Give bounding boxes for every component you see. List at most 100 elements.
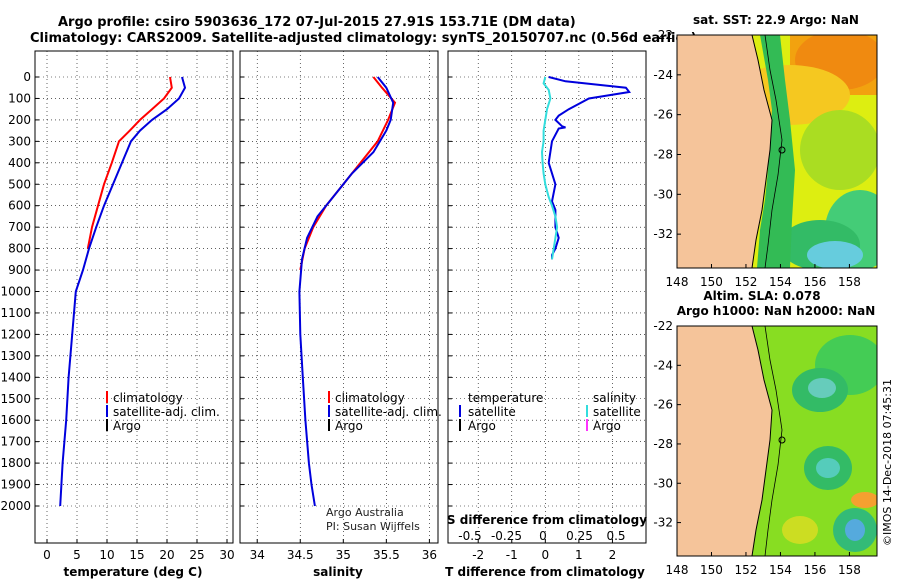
salinity-legend-argo: Argo: [335, 419, 363, 433]
sst-map-ticks: 148 150 152 154 156 158 -22 -24 -26 -28 -30 -32: [653, 28, 860, 289]
imos-stamp: ©IMOS 14-Dec-2018 07:45:31: [881, 379, 894, 546]
x-tick-label: 20: [159, 548, 174, 562]
sla-shelf-contour: [764, 326, 783, 556]
salinity-grid: [240, 51, 438, 543]
legend-argo: Argo: [113, 419, 141, 433]
sst-cool-patch: [800, 110, 877, 190]
map-lon-label: 152: [735, 563, 758, 577]
map-lat-label: -22: [653, 319, 673, 333]
map-lat-label: -28: [653, 437, 673, 451]
x-tick-label: 30: [219, 548, 234, 562]
x-tick-label: -1: [506, 548, 518, 562]
x-tick-label: 5: [73, 548, 81, 562]
map-lon-label: 148: [666, 563, 689, 577]
difference-x2label: S difference from climatology: [447, 513, 647, 527]
depth-tick-label: 200: [8, 113, 31, 127]
series-line-satellite-adj-clim-: [59, 76, 187, 507]
x-tick-label: 10: [99, 548, 114, 562]
x-tick-label: 0: [542, 548, 550, 562]
s-diff-tick-label: -0.5: [458, 529, 481, 543]
map-lon-label: 150: [700, 563, 723, 577]
sla-coastline: [751, 326, 773, 556]
map-lon-label: 152: [735, 275, 758, 289]
difference-series: [540, 76, 632, 260]
temperature-xlabel: temperature (deg C): [64, 565, 203, 579]
legend-t-argo: Argo: [468, 419, 496, 433]
header-line1: Argo profile: csiro 5903636_172 07-Jul-2…: [58, 15, 576, 30]
depth-tick-label: 1400: [0, 370, 31, 384]
depth-tick-label: 0: [23, 70, 31, 84]
salinity-legend-satellite-adj: satellite-adj. clim.: [335, 405, 442, 419]
map-lat-label: -32: [653, 516, 673, 530]
map-lon-label: 150: [700, 275, 723, 289]
map-lon-label: 156: [803, 563, 826, 577]
salinity-legend: climatology satellite-adj. clim. Argo: [328, 391, 442, 433]
difference-x2-ticks: -0.5 -0.25 0 0.25 0.5: [458, 529, 625, 543]
map-lat-label: -30: [653, 187, 673, 201]
sla-map-frame: [676, 325, 878, 557]
salinity-x-ticks: 34 34.5 35 35.5 36: [250, 539, 437, 562]
x-tick-label: 0: [43, 548, 51, 562]
temperature-y-ticks: 0 100 200 300 400 500 600 700 800 900 1000 1100 1200…: [0, 70, 31, 513]
map-lat-label: -30: [653, 476, 673, 490]
depth-tick-label: 800: [8, 242, 31, 256]
map-lat-label: -32: [653, 227, 673, 241]
map-lat-label: -26: [653, 108, 673, 122]
legend-climatology: climatology: [113, 391, 183, 405]
map-lon-label: 156: [803, 275, 826, 289]
salinity-series: [298, 76, 397, 507]
sst-cool-patch: [807, 241, 863, 268]
difference-axes: [447, 50, 647, 544]
temperature-series: [59, 76, 187, 507]
s-diff-tick-label: 0: [539, 529, 547, 543]
depth-tick-label: 1300: [0, 349, 31, 363]
depth-tick-label: 1200: [0, 327, 31, 341]
sst-coast-band: [757, 35, 795, 268]
salinity-panel: 34 34.5 35 35.5 36 salinity climatology sate…: [239, 50, 442, 579]
sst-map-title: sat. SST: 22.9 Argo: NaN: [693, 13, 859, 27]
s-diff-tick-label: 0.25: [566, 529, 593, 543]
legend-s-argo: Argo: [593, 419, 621, 433]
x-tick-label: 36: [422, 548, 437, 562]
depth-tick-label: 1800: [0, 456, 31, 470]
map-lon-label: 158: [838, 275, 861, 289]
series-line-climatology: [86, 76, 173, 249]
legend-t-satellite: satellite: [468, 405, 516, 419]
map-lat-label: -26: [653, 398, 673, 412]
sla-map-ticks: 148 150 152 154 156 158 -22 -24 -26 -28 -30 -32: [653, 319, 860, 577]
sst-coastline: [751, 35, 773, 268]
series-line-satellite-adj-clim-: [298, 76, 395, 507]
map-lon-label: 154: [769, 275, 792, 289]
sst-argo-location: [778, 146, 786, 154]
depth-tick-label: 700: [8, 220, 31, 234]
map-lon-label: 154: [769, 563, 792, 577]
depth-tick-label: 1600: [0, 413, 31, 427]
x-tick-label: 35.5: [373, 548, 400, 562]
depth-tick-label: 500: [8, 177, 31, 191]
difference-xlabel: T difference from climatology: [445, 565, 645, 579]
map-lon-label: 148: [666, 275, 689, 289]
sla-low-patch: [851, 492, 877, 508]
sla-argo-location: [778, 436, 786, 444]
sla-map: Altim. SLA: 0.078 Argo h1000: NaN h2000:…: [653, 289, 878, 577]
temperature-axes: [34, 50, 234, 544]
depth-tick-label: 600: [8, 199, 31, 213]
x-tick-label: 34: [250, 548, 265, 562]
depth-tick-label: 100: [8, 91, 31, 105]
salinity-legend-climatology: climatology: [335, 391, 405, 405]
x-tick-label: -2: [472, 548, 484, 562]
difference-x-ticks: -2 -1 0 1 2: [472, 539, 616, 562]
legend-satellite-adj: satellite-adj. clim.: [113, 405, 220, 419]
depth-tick-label: 400: [8, 156, 31, 170]
series-line-s-satellite: [540, 76, 559, 260]
temperature-panel: 0100200300400500600700800900100011001200…: [0, 50, 235, 579]
x-tick-label: 35: [336, 548, 351, 562]
depth-tick-label: 1500: [0, 392, 31, 406]
sla-high-core: [808, 378, 836, 398]
sst-shelf-contour: [764, 35, 783, 268]
map-lat-label: -28: [653, 147, 673, 161]
map-lat-label: -22: [653, 28, 673, 42]
salinity-axes: [239, 50, 439, 544]
depth-tick-label: 1900: [0, 478, 31, 492]
